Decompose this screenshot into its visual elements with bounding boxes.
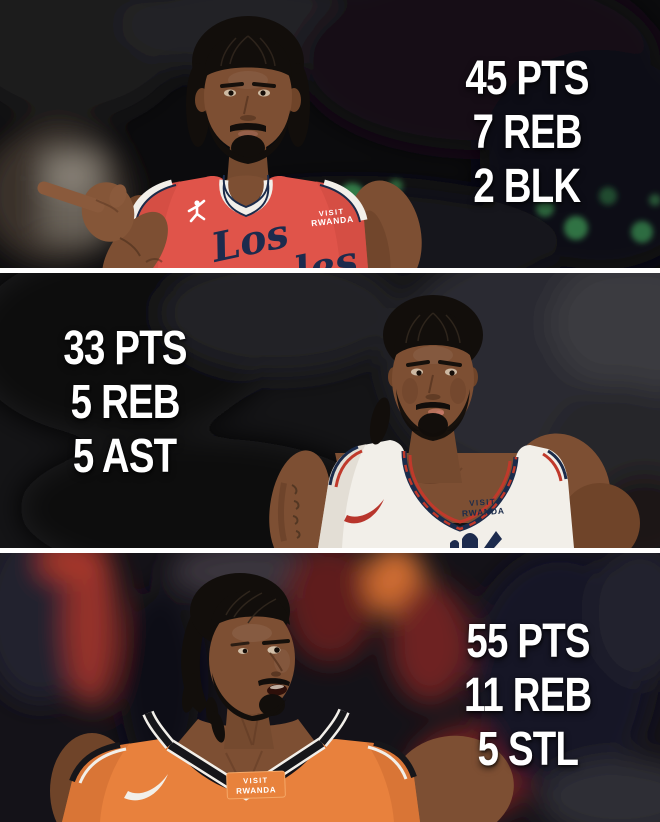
stat-line: 55 PTS	[466, 615, 590, 668]
patch-line1: VISIT	[243, 776, 269, 786]
stat-line: 2 BLK	[473, 160, 582, 213]
jersey-top: VISIT RWANDA Los les	[128, 174, 368, 268]
photo-panel-top: VISIT RWANDA Los les	[0, 0, 660, 268]
jersey-middle: VISIT RWANDA	[318, 440, 574, 548]
stats-overlay-middle: 33 PTS 5 REB 5 AST	[25, 322, 225, 484]
player-photo-top: VISIT RWANDA Los les	[0, 0, 660, 268]
player-head-top	[186, 16, 310, 164]
stat-line: 11 REB	[464, 669, 592, 722]
photo-panel-bottom: VISIT RWANDA	[0, 553, 660, 822]
sponsor-patch-middle: VISIT RWANDA	[462, 497, 505, 519]
jersey-wordmark-partial-shapes	[450, 531, 502, 548]
nike-swoosh-icon	[124, 774, 168, 801]
pointing-hand	[37, 181, 168, 268]
player-head-bottom	[181, 573, 295, 743]
patch-line1: VISIT	[318, 207, 345, 219]
stats-overlay-bottom: 55 PTS 11 REB 5 STL	[428, 615, 628, 777]
player-figure-bottom: VISIT RWANDA	[50, 573, 514, 822]
stat-line: 5 REB	[70, 376, 180, 429]
stat-line: 5 STL	[477, 723, 579, 776]
player-photo-bottom: VISIT RWANDA	[0, 553, 660, 822]
panel-divider	[0, 268, 660, 273]
photo-panel-middle: VISIT RWANDA	[0, 273, 660, 548]
stat-line: 45 PTS	[465, 52, 589, 105]
jordan-jumpman-icon	[187, 199, 206, 223]
patch-line2: RWANDA	[236, 785, 276, 795]
player-figure-middle: VISIT RWANDA	[269, 295, 640, 548]
panel-divider	[0, 548, 660, 553]
patch-line1: VISIT	[469, 497, 497, 508]
sponsor-patch-top: VISIT RWANDA	[311, 207, 355, 228]
stat-line: 7 REB	[472, 106, 582, 159]
patch-line2: RWANDA	[311, 214, 355, 228]
sponsor-patch-bottom: VISIT RWANDA	[226, 770, 286, 800]
stat-line: 33 PTS	[63, 322, 187, 375]
stats-overlay-top: 45 PTS 7 REB 2 BLK	[427, 52, 627, 214]
nike-swoosh-icon	[344, 499, 384, 524]
jersey-bottom: VISIT RWANDA	[62, 708, 420, 822]
patch-line2: RWANDA	[462, 506, 505, 519]
player-photo-middle: VISIT RWANDA	[0, 273, 660, 548]
stat-line: 5 AST	[73, 430, 177, 483]
player-figure-top: VISIT RWANDA Los les	[37, 16, 422, 268]
player-head-middle	[369, 295, 483, 445]
arm-tattoo	[291, 484, 301, 539]
